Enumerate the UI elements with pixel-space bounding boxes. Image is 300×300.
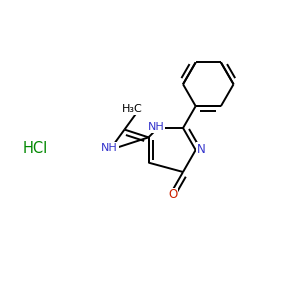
Text: HCl: HCl (23, 141, 48, 156)
Text: NH: NH (148, 122, 165, 132)
Text: O: O (169, 188, 178, 201)
Text: H₃C: H₃C (122, 104, 142, 114)
Text: N: N (196, 143, 206, 156)
Text: NH: NH (101, 142, 118, 153)
